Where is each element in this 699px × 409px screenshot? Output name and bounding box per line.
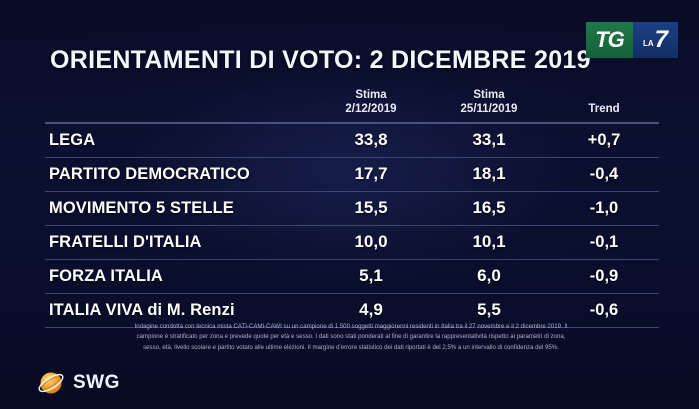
current-estimate-value: 33,8: [313, 122, 429, 158]
swg-source-logo: SWG: [36, 368, 120, 398]
previous-estimate-value: 18,1: [429, 157, 549, 192]
trend-value: -0,9: [549, 259, 659, 294]
party-name: PARTITO DEMOCRATICO: [45, 157, 313, 192]
column-header-trend: Trend: [549, 88, 659, 124]
column-header-party: [45, 88, 313, 124]
current-estimate-value: 5,1: [313, 259, 429, 294]
page-title: ORIENTAMENTI DI VOTO: 2 DICEMBRE 2019: [50, 46, 591, 74]
previous-estimate-value: 16,5: [429, 191, 549, 226]
trend-value: +0,7: [549, 122, 659, 158]
table-row: LEGA 33,8 33,1 +0,7: [45, 122, 659, 158]
trend-value: -0,6: [549, 293, 659, 328]
current-estimate-value: 17,7: [313, 157, 429, 192]
party-name: ITALIA VIVA di M. Renzi: [45, 293, 313, 328]
previous-estimate-value: 5,5: [429, 293, 549, 328]
column-header-previous-estimate: Stima 25/11/2019: [429, 88, 549, 124]
party-name: FRATELLI D'ITALIA: [45, 225, 313, 260]
trend-value: -0,1: [549, 225, 659, 260]
tg-logo-text: TG: [595, 27, 625, 52]
swg-label: SWG: [73, 372, 120, 393]
party-name: FORZA ITALIA: [45, 259, 313, 294]
table-row: FORZA ITALIA 5,1 6,0 -0,9: [45, 259, 659, 294]
table-row: PARTITO DEMOCRATICO 17,7 18,1 -0,4: [45, 157, 659, 192]
header-row: Stima 2/12/2019 Stima 25/11/2019 Trend: [45, 88, 659, 124]
tg-logo-box: TG: [586, 22, 633, 58]
table-header: Stima 2/12/2019 Stima 25/11/2019 Trend: [45, 88, 659, 124]
swg-globe-icon: [36, 368, 66, 398]
footnote-line-1: Indagine condotta con tecnica mista CATI…: [134, 323, 568, 330]
current-estimate-value: 15,5: [313, 191, 429, 226]
poll-table-container: Stima 2/12/2019 Stima 25/11/2019 Trend L…: [45, 88, 659, 328]
footnote-line-2: campione è stratificato per zona e preve…: [136, 333, 566, 341]
seven-logo-text: 7: [654, 26, 669, 53]
methodology-footnote: Indagine condotta con tecnica mista CATI…: [46, 322, 656, 353]
table-row: MOVIMENTO 5 STELLE 15,5 16,5 -1,0: [45, 191, 659, 226]
poll-table: Stima 2/12/2019 Stima 25/11/2019 Trend L…: [45, 88, 659, 328]
la7-logo-box: LA 7: [633, 22, 678, 58]
trend-value: -0,4: [549, 157, 659, 192]
previous-estimate-value: 6,0: [429, 259, 549, 294]
current-estimate-value: 10,0: [313, 225, 429, 260]
footnote-line-3: sesso, età, livello scolare e partito vo…: [143, 343, 559, 351]
column-header-current-estimate: Stima 2/12/2019: [313, 88, 429, 124]
trend-value: -1,0: [549, 191, 659, 226]
previous-estimate-value: 33,1: [429, 122, 549, 158]
current-estimate-value: 4,9: [313, 293, 429, 328]
tgla7-logo: TG LA 7: [586, 22, 678, 58]
party-name: MOVIMENTO 5 STELLE: [45, 191, 313, 226]
table-row: ITALIA VIVA di M. Renzi 4,9 5,5 -0,6: [45, 293, 659, 328]
previous-estimate-value: 10,1: [429, 225, 549, 260]
table-row: FRATELLI D'ITALIA 10,0 10,1 -0,1: [45, 225, 659, 260]
table-body: LEGA 33,8 33,1 +0,7 PARTITO DEMOCRATICO …: [45, 122, 659, 328]
la-logo-text: LA: [642, 38, 654, 48]
party-name: LEGA: [45, 122, 313, 158]
